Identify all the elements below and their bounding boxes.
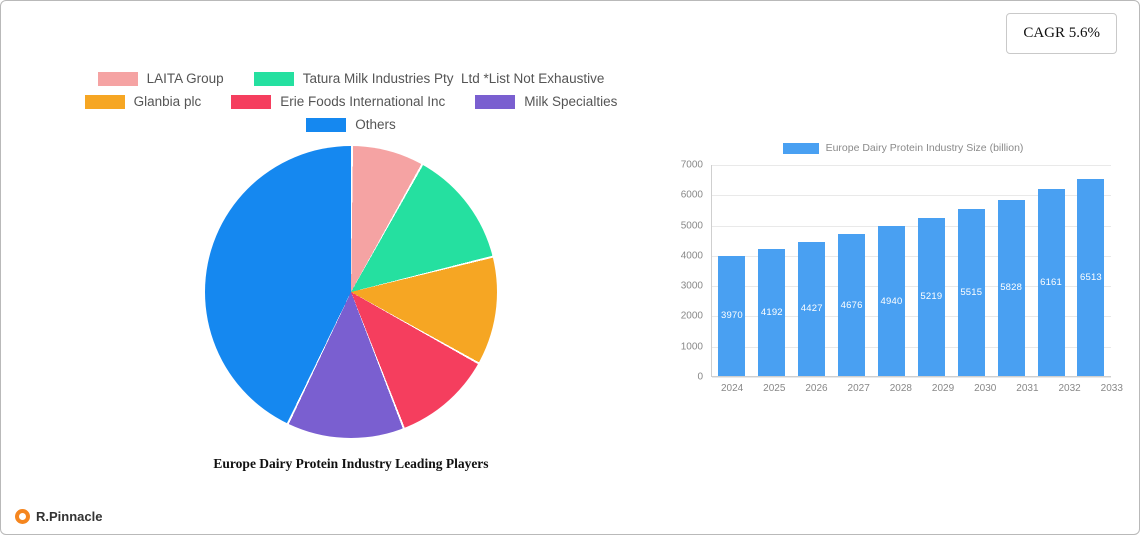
bar-legend-swatch (782, 142, 819, 154)
gridline (712, 225, 1111, 227)
legend-swatch (475, 94, 516, 109)
bar-value-label: 5219 (920, 291, 943, 303)
bar: 5828 (997, 199, 1025, 376)
bars: 3970 4192 4427 4676 4940 5219 5515 5828 6161 6513 (712, 165, 1111, 376)
bar: 6513 (1077, 178, 1105, 376)
legend-item: Others (306, 117, 396, 132)
cagr-badge: CAGR 5.6% (1006, 13, 1117, 54)
legend-label: Milk Specialties (524, 94, 618, 109)
y-axis-tick-label: 2000 (680, 310, 703, 322)
x-axis-tick-label: 2027 (847, 383, 870, 394)
legend-row: Glanbia plc Erie Foods International Inc M… (41, 94, 661, 109)
gridline (712, 255, 1111, 257)
brand-logo: R.Pinnacle (15, 509, 102, 524)
y-axis: 0 1000 2000 3000 4000 5000 6000 7000 (673, 160, 711, 383)
pinnacle-logo-icon (15, 509, 30, 524)
legend-label: Glanbia plc (133, 94, 202, 109)
gridline (712, 377, 1111, 378)
x-axis-tick-label: 2028 (889, 383, 912, 394)
legend-swatch (253, 71, 294, 86)
legend-label: Erie Foods International Inc (280, 94, 446, 109)
x-axis-tick-label: 2031 (1016, 383, 1039, 394)
pie-legend: LAITA Group Tatura Milk Industries Pty Lt… (41, 71, 661, 132)
legend-swatch (306, 117, 347, 132)
y-axis-tick-label: 5000 (680, 220, 703, 232)
y-axis-tick-label: 7000 (680, 159, 703, 171)
pie-chart-title: Europe Dairy Protein Industry Leading Pl… (213, 456, 489, 471)
bar-value-label: 5515 (960, 286, 983, 298)
legend-row: Others (41, 117, 661, 132)
legend-label: Tatura Milk Industries Pty Ltd *List Not… (302, 71, 605, 86)
legend-item: Milk Specialties (475, 94, 617, 109)
y-axis-tick-label: 3000 (680, 280, 703, 292)
legend-row: LAITA Group Tatura Milk Industries Pty Lt… (41, 71, 661, 86)
x-axis-tick-label: 2032 (1058, 383, 1081, 394)
bar: 4940 (878, 226, 905, 376)
gridline (712, 316, 1111, 318)
gridline (712, 346, 1111, 348)
y-axis-tick-label: 1000 (680, 341, 703, 353)
bar: 5515 (957, 208, 985, 376)
legend-item: Tatura Milk Industries Pty Ltd *List Not… (253, 71, 605, 86)
bar: 4427 (798, 241, 826, 376)
bar: 3970 (718, 255, 746, 376)
bar-value-label: 4427 (800, 303, 823, 315)
bar-value-label: 4676 (840, 299, 863, 311)
legend-swatch (231, 94, 272, 109)
bar-plot-area: 3970 4192 4427 4676 4940 5219 5515 5828 6161 6513 (711, 165, 1111, 378)
legend-swatch (97, 71, 138, 86)
bar-value-label: 3970 (720, 310, 743, 322)
bar: 4676 (838, 234, 866, 376)
y-axis-tick-label: 4000 (680, 250, 703, 262)
gridline (712, 165, 1111, 166)
legend-label: Others (355, 117, 396, 132)
bar-value-label: 4940 (880, 295, 903, 307)
legend-item: Glanbia plc (84, 94, 202, 109)
bar-legend-label: Europe Dairy Protein Industry Size (bill… (825, 142, 1024, 154)
bar: 6161 (1037, 189, 1065, 376)
bar-chart: 0 1000 2000 3000 4000 5000 6000 7000 3970 4192 44… (673, 160, 1133, 383)
y-axis-tick-label: 6000 (680, 189, 703, 201)
x-axis-tick-label: 2026 (805, 383, 828, 394)
bar-value-label: 5828 (1000, 282, 1023, 294)
gridline (712, 195, 1111, 197)
gridline (712, 286, 1111, 288)
bar: 5219 (917, 217, 945, 376)
bar-chart-section: Europe Dairy Protein Industry Size (bill… (673, 141, 1133, 394)
bar-value-label: 6513 (1079, 271, 1102, 283)
legend-item: Erie Foods International Inc (231, 94, 445, 109)
x-axis-tick-label: 2033 (1100, 383, 1123, 394)
legend-item: LAITA Group (97, 71, 224, 86)
y-axis-tick-label: 0 (697, 371, 703, 383)
bar-value-label: 4192 (760, 307, 783, 319)
legend-label: LAITA Group (146, 71, 224, 86)
brand-name: R.Pinnacle (36, 509, 103, 524)
x-axis-tick-label: 2029 (931, 383, 955, 394)
x-axis: 2024 2025 2026 2027 2028 2029 2030 2031 2032 2033 (673, 383, 1133, 394)
bar-legend: Europe Dairy Protein Industry Size (bill… (673, 141, 1133, 155)
pie-chart (205, 146, 497, 438)
legend-swatch (84, 94, 125, 109)
bar: 4192 (758, 249, 786, 376)
pie-chart-section: LAITA Group Tatura Milk Industries Pty Lt… (41, 71, 661, 472)
x-axis-tick-label: 2025 (763, 383, 786, 394)
x-axis-tick-label: 2030 (974, 383, 997, 394)
bar-value-label: 6161 (1040, 277, 1063, 289)
x-axis-tick-label: 2024 (720, 383, 744, 394)
